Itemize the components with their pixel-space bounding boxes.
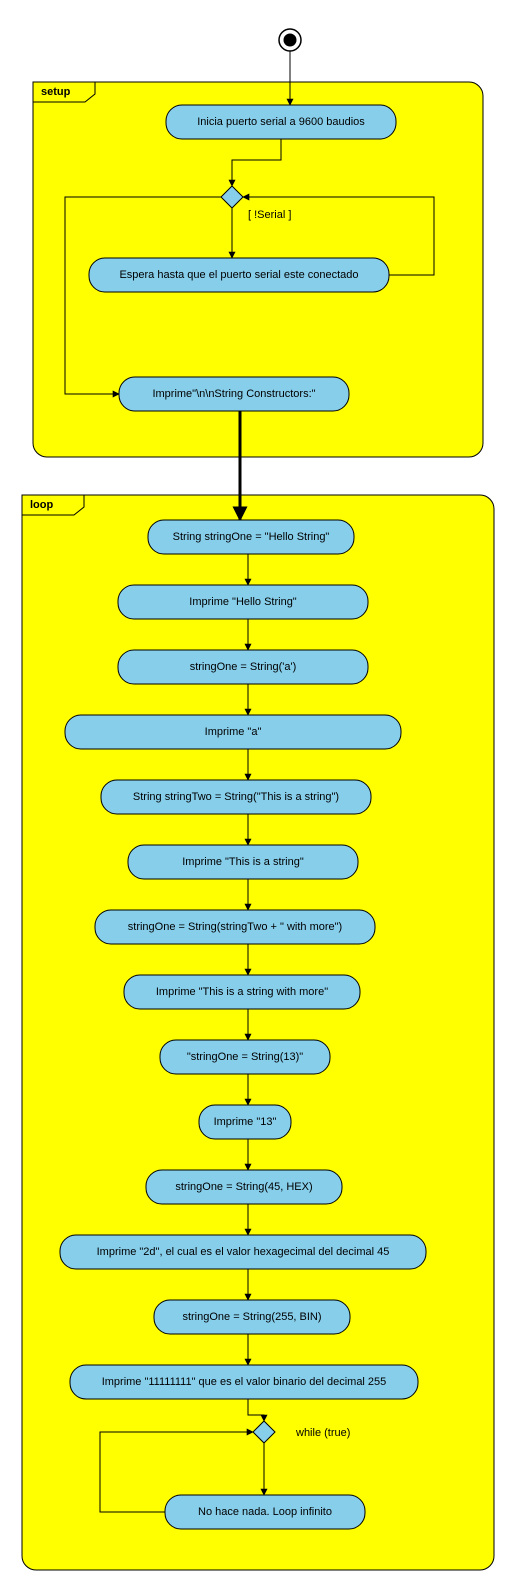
node-n18: No hace nada. Loop infinito (165, 1495, 365, 1529)
node-n13: Imprime "13" (199, 1105, 291, 1139)
node-label-n6: stringOne = String('a') (190, 661, 297, 673)
node-n5: Imprime "Hello String" (118, 585, 368, 619)
node-label-n15: Imprime "2d", el cual es el valor hexage… (97, 1246, 390, 1258)
node-n14: stringOne = String(45, HEX) (146, 1170, 342, 1204)
node-label-n12: "stringOne = String(13)" (187, 1051, 303, 1063)
node-n10: stringOne = String(stringTwo + " with mo… (95, 910, 375, 944)
frame-label-setup: setup (41, 86, 71, 98)
node-label-n17: Imprime "11111111" que es el valor binar… (102, 1376, 387, 1388)
node-n7: Imprime "a" (65, 715, 401, 749)
node-label-n10: stringOne = String(stringTwo + " with mo… (128, 921, 342, 933)
node-label-n4: String stringOne = "Hello String" (173, 531, 330, 543)
flowchart-diagram: setup loop Inicia puerto serial a 9600 bau… (0, 0, 516, 1587)
node-label-n5: Imprime "Hello String" (189, 596, 297, 608)
node-n2: Espera hasta que el puerto serial este c… (89, 258, 389, 292)
node-label-n16: stringOne = String(255, BIN) (182, 1311, 321, 1323)
node-n8: String stringTwo = String("This is a str… (101, 780, 371, 814)
guard-d1: [ !Serial ] (248, 209, 291, 221)
node-label-n3: Imprime"\n\nString Constructors:" (152, 388, 315, 400)
node-n1: Inicia puerto serial a 9600 baudios (166, 105, 396, 139)
node-label-n1: Inicia puerto serial a 9600 baudios (197, 116, 365, 128)
node-n11: Imprime "This is a string with more" (124, 975, 360, 1009)
node-n16: stringOne = String(255, BIN) (154, 1300, 350, 1334)
node-label-n18: No hace nada. Loop infinito (198, 1506, 332, 1518)
node-n6: stringOne = String('a') (118, 650, 368, 684)
frame-label-loop: loop (30, 499, 53, 511)
node-label-n7: Imprime "a" (205, 726, 262, 738)
node-label-n9: Imprime "This is a string" (182, 856, 304, 868)
node-label-n2: Espera hasta que el puerto serial este c… (119, 269, 358, 281)
node-label-n11: Imprime "This is a string with more" (156, 986, 328, 998)
node-label-n8: String stringTwo = String("This is a str… (133, 791, 339, 803)
node-n17: Imprime "11111111" que es el valor binar… (70, 1365, 418, 1399)
node-label-n13: Imprime "13" (214, 1116, 277, 1128)
initial-node (279, 29, 301, 51)
node-n3: Imprime"\n\nString Constructors:" (119, 377, 349, 411)
node-n4: String stringOne = "Hello String" (148, 520, 354, 554)
node-label-n14: stringOne = String(45, HEX) (175, 1181, 312, 1193)
node-n9: Imprime "This is a string" (128, 845, 358, 879)
node-n15: Imprime "2d", el cual es el valor hexage… (60, 1235, 426, 1269)
guard-d2: while (true) (295, 1427, 350, 1439)
node-n12: "stringOne = String(13)" (160, 1040, 330, 1074)
